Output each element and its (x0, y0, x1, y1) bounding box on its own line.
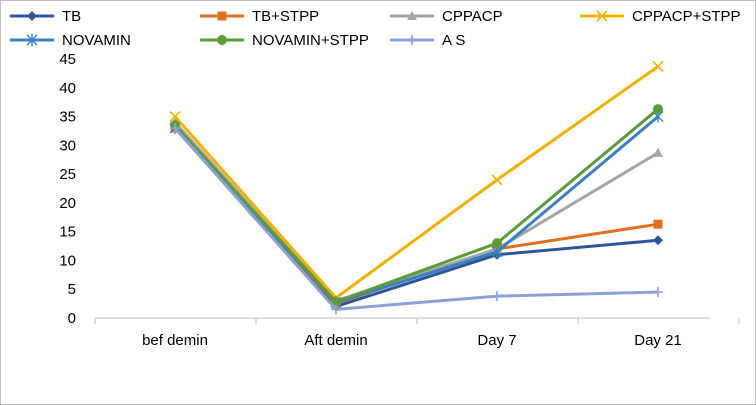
legend-marker-cppacp-stpp (596, 10, 608, 22)
data-point-novamin-stpp (492, 238, 502, 249)
data-point-cppacp-stpp (169, 110, 181, 123)
series-novamin (169, 110, 664, 309)
data-point-cppacp (653, 147, 663, 157)
x-axis: bef demin Aft demin Day 7 Day 21 (94, 317, 740, 349)
y-tick-label: 40 (59, 80, 76, 97)
legend-item-cppacp: CPPACP (390, 8, 503, 25)
legend-item-tb-stpp: TB+STPP (200, 8, 319, 25)
y-tick-label: 25 (59, 166, 76, 183)
legend-label: TB (62, 8, 81, 25)
x-tick-label: Aft demin (304, 332, 367, 349)
y-tick-label: 20 (59, 195, 76, 212)
series-a-s (170, 123, 663, 315)
data-point-a-s (331, 304, 341, 315)
y-tick-label: 5 (68, 281, 76, 298)
legend-item-novamin: NOVAMIN (10, 32, 131, 49)
y-tick-label: 15 (59, 224, 76, 241)
legend-item-novamin-stpp: NOVAMIN+STPP (200, 32, 369, 49)
legend: TB TB+STPP CPPACP CPPACP+STPP NOVAMIN NOVAMIN… (10, 8, 741, 49)
series-line-tb (173, 127, 659, 308)
legend-marker-novamin (26, 34, 38, 46)
data-point-cppacp-stpp (491, 174, 503, 186)
y-axis: 0 5 10 15 20 25 30 35 40 45 (59, 51, 76, 327)
legend-label: TB+STPP (252, 8, 319, 25)
legend-marker-a-s (407, 35, 417, 45)
y-tick-label: 10 (59, 252, 76, 269)
legend-marker-tb-stpp (217, 11, 227, 21)
x-tick-label: Day 21 (634, 332, 682, 349)
series-line-novamin-stpp (173, 107, 659, 304)
legend-item-tb: TB (10, 8, 81, 25)
data-point-tb (653, 235, 663, 246)
legend-item-cppacp-stpp: CPPACP+STPP (580, 8, 741, 25)
legend-label: NOVAMIN (62, 32, 131, 49)
data-point-tb-stpp (653, 219, 663, 229)
y-tick-label: 0 (68, 310, 76, 327)
data-point-a-s (653, 287, 663, 298)
legend-marker-cppacp (407, 11, 417, 20)
legend-item-a-s: A S (390, 32, 465, 49)
y-tick-label: 45 (59, 51, 76, 68)
legend-marker-novamin-stpp (217, 35, 227, 45)
series-line-cppacp-stpp (173, 65, 659, 300)
legend-label: NOVAMIN+STPP (252, 32, 369, 49)
series-line-a-s (173, 127, 659, 311)
data-point-a-s (492, 291, 502, 302)
y-tick-label: 30 (59, 137, 76, 154)
legend-label: A S (442, 32, 465, 49)
legend-label: CPPACP+STPP (632, 8, 741, 25)
series-layer (169, 60, 664, 315)
x-tick-label: bef demin (142, 332, 208, 349)
series-cppacp-stpp (169, 60, 664, 304)
x-tick-label: Day 7 (477, 332, 516, 349)
data-point-novamin-stpp (653, 104, 663, 115)
legend-marker-tb (27, 11, 37, 21)
data-point-a-s (170, 123, 180, 134)
series-tb (170, 123, 663, 312)
y-tick-label: 35 (59, 109, 76, 126)
series-novamin-stpp (170, 104, 663, 307)
data-point-cppacp-stpp (652, 60, 664, 73)
legend-label: CPPACP (442, 8, 503, 25)
